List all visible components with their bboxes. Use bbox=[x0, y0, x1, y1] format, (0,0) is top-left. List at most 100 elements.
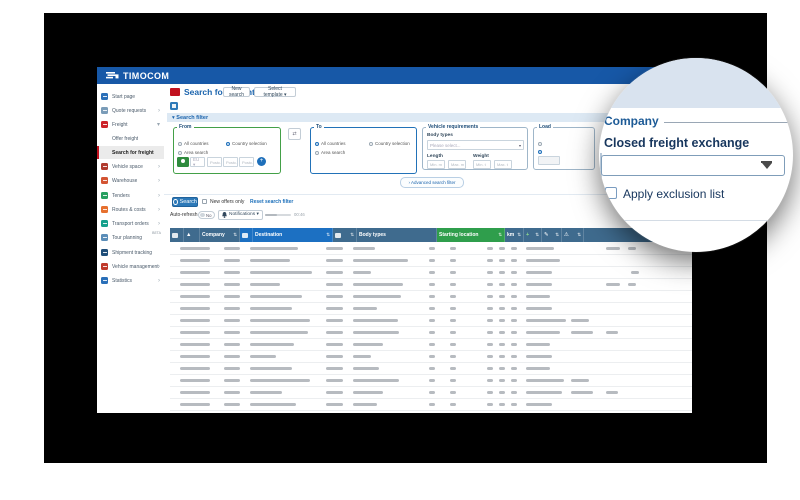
apply-exclusion-list-checkbox[interactable] bbox=[605, 187, 617, 199]
placeholder-bar bbox=[526, 390, 562, 394]
notifications-button[interactable]: Notifications ▾ bbox=[218, 209, 263, 220]
select-template-button[interactable]: Select template ▾ bbox=[254, 86, 296, 98]
sidebar-item-search-for-freight[interactable]: Search for freight bbox=[97, 146, 166, 159]
sidebar-item-freight[interactable]: Freight ▾ bbox=[97, 118, 164, 131]
sidebar-item-routes-costs[interactable]: Routes & costs › bbox=[97, 203, 164, 216]
from-country-selection-radio[interactable]: Country selection bbox=[226, 135, 267, 153]
load-disabled-input bbox=[538, 156, 560, 165]
load-radio-2[interactable] bbox=[538, 143, 542, 161]
placeholder-bar bbox=[511, 282, 517, 286]
toggle-knob bbox=[200, 212, 205, 217]
sidebar-item-vehicle-space[interactable]: Vehicle space › bbox=[97, 160, 164, 173]
quick-action-icon[interactable] bbox=[170, 102, 178, 110]
add-location-button[interactable]: + bbox=[257, 157, 266, 166]
table-row[interactable] bbox=[170, 386, 692, 399]
plus-icon[interactable]: + ⇅ bbox=[524, 228, 542, 242]
placeholder-bar bbox=[180, 354, 210, 358]
placeholder-bar bbox=[487, 354, 493, 358]
to-area-search-radio[interactable]: Area search bbox=[315, 144, 345, 162]
sidebar-item-transport-orders[interactable]: Transport orders › bbox=[97, 217, 164, 230]
placeholder-bar bbox=[180, 282, 210, 286]
placeholder-bar bbox=[499, 270, 505, 274]
pencil-icon[interactable]: ✎ ⇅ bbox=[542, 228, 562, 242]
location-pin-button[interactable] bbox=[177, 157, 189, 167]
table-row[interactable] bbox=[170, 254, 692, 267]
from-area-search-radio[interactable]: Area search bbox=[178, 144, 208, 162]
table-row[interactable] bbox=[170, 326, 692, 339]
from-postcode-input-1[interactable]: Postc. bbox=[207, 157, 222, 167]
sort-asc-icon[interactable]: ▲ bbox=[184, 228, 200, 242]
auto-refresh-toggle[interactable]: No bbox=[198, 210, 215, 219]
table-row[interactable] bbox=[170, 338, 692, 351]
sidebar-item-quote-requests[interactable]: Quote requests › bbox=[97, 104, 164, 117]
table-row[interactable] bbox=[170, 314, 692, 327]
placeholder-bar bbox=[250, 342, 294, 346]
main-content: Search for freight New search Select tem… bbox=[164, 84, 692, 413]
table-row[interactable] bbox=[170, 278, 692, 291]
length-min-input[interactable]: Min. m bbox=[427, 160, 445, 169]
table-row[interactable] bbox=[170, 302, 692, 315]
closed-freight-exchange-dropdown[interactable] bbox=[601, 155, 785, 176]
bell-icon bbox=[222, 211, 227, 218]
placeholder-bar bbox=[450, 318, 456, 322]
load-fieldset: Load bbox=[533, 124, 595, 170]
sidebar-item-vehicle-management[interactable]: Vehicle management › bbox=[97, 260, 164, 273]
swap-from-to-button[interactable]: ⇄ bbox=[288, 128, 301, 140]
sidebar-item-statistics[interactable]: Statistics › bbox=[97, 274, 164, 287]
placeholder-bar bbox=[450, 354, 456, 358]
column-header-company[interactable]: Company ⇅ bbox=[200, 228, 240, 242]
weight-max-input[interactable]: Max. t bbox=[494, 160, 512, 169]
body-types-select[interactable]: Please select... ▾ bbox=[427, 140, 524, 150]
from-postcode-input-3[interactable]: Postc. bbox=[239, 157, 254, 167]
column-header-destination[interactable]: Destination ⇅ bbox=[253, 228, 333, 242]
page-title: Search for freight bbox=[184, 87, 255, 97]
placeholder-bar bbox=[499, 390, 505, 394]
column-header-starting-location[interactable]: Starting location ⇅ bbox=[437, 228, 505, 242]
placeholder-bar bbox=[429, 390, 435, 394]
length-max-input[interactable]: Max. m bbox=[448, 160, 466, 169]
eu-country-select[interactable]: EU ▾ bbox=[190, 157, 205, 167]
table-row[interactable] bbox=[170, 398, 692, 411]
placeholder-bar bbox=[353, 258, 408, 262]
placeholder-bar bbox=[511, 354, 517, 358]
from-all-countries-radio[interactable]: All countries bbox=[178, 135, 209, 153]
sidebar-item-tenders[interactable]: Tenders › bbox=[97, 189, 164, 202]
placeholder-bar bbox=[499, 306, 505, 310]
placeholder-bar bbox=[450, 402, 456, 406]
new-offers-only-checkbox[interactable] bbox=[202, 199, 207, 204]
sidebar-item-warehouse[interactable]: Warehouse › bbox=[97, 174, 164, 187]
advanced-search-filter-button[interactable]: › Advanced search filter bbox=[400, 177, 464, 188]
from-postcode-input-2[interactable]: Postc. bbox=[223, 157, 238, 167]
new-search-button[interactable]: New search bbox=[223, 86, 250, 98]
truck-icon[interactable] bbox=[170, 228, 184, 242]
sidebar-item-offer-freight[interactable]: Offer freight bbox=[97, 132, 164, 145]
sidebar-item-tour-planning[interactable]: Tour planning BETA bbox=[97, 231, 164, 244]
loading-icon[interactable]: ⇅ bbox=[333, 228, 357, 242]
calendar-icon[interactable] bbox=[240, 228, 253, 242]
placeholder-bar bbox=[511, 342, 517, 346]
placeholder-bar bbox=[224, 258, 240, 262]
warning-icon[interactable]: ⚠ ⇅ bbox=[562, 228, 584, 242]
sidebar-item-label: Offer freight bbox=[112, 135, 139, 142]
load-radio-1[interactable] bbox=[538, 135, 542, 153]
sidebar-item-start-page[interactable]: Start page bbox=[97, 90, 164, 103]
table-row[interactable] bbox=[170, 350, 692, 363]
search-button[interactable]: Search bbox=[172, 197, 198, 207]
search-filter-bar[interactable]: ▾ Search filter bbox=[167, 113, 689, 122]
table-row[interactable] bbox=[170, 290, 692, 303]
table-row[interactable] bbox=[170, 266, 692, 279]
from-fieldset: From All countries Country selection Are… bbox=[173, 124, 281, 174]
placeholder-bar bbox=[526, 306, 552, 310]
sidebar-item-label: Vehicle space bbox=[112, 163, 143, 170]
weight-min-input[interactable]: Min. t bbox=[473, 160, 491, 169]
table-row[interactable] bbox=[170, 242, 692, 255]
column-header-body-types[interactable]: Body types bbox=[357, 228, 437, 242]
to-country-selection-radio[interactable]: Country selection bbox=[369, 135, 410, 153]
placeholder-bar bbox=[450, 342, 456, 346]
sidebar-item-shipment-tracking[interactable]: Shipment tracking bbox=[97, 246, 164, 259]
table-row[interactable] bbox=[170, 374, 692, 387]
column-header-km[interactable]: km ⇅ bbox=[505, 228, 524, 242]
reset-search-filter-link[interactable]: Reset search filter bbox=[250, 198, 294, 205]
to-all-countries-radio[interactable]: All countries bbox=[315, 135, 346, 153]
table-row[interactable] bbox=[170, 362, 692, 375]
